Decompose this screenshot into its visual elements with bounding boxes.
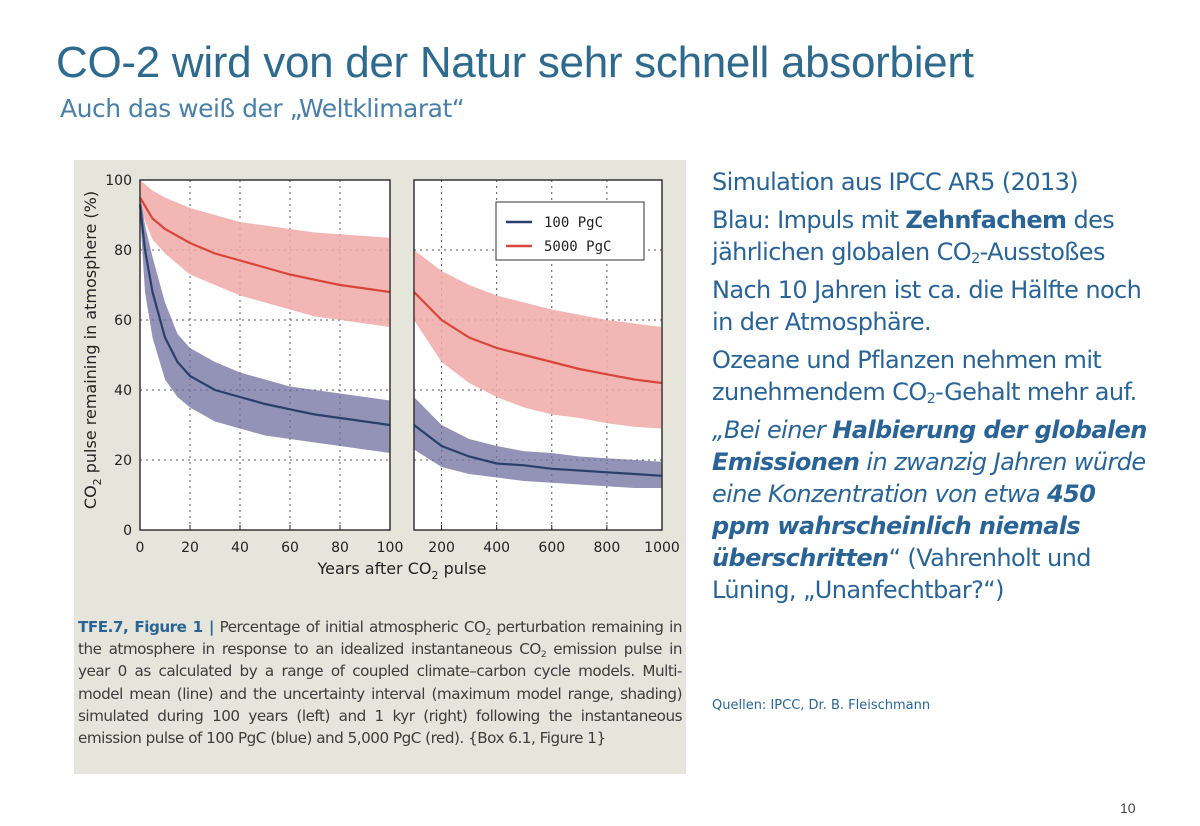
x-tick-label: 400 bbox=[483, 540, 510, 556]
slide-title: CO-2 wird von der Natur sehr schnell abs… bbox=[56, 38, 974, 87]
caption-text-c: emission pulse in year 0 as calculated b… bbox=[78, 640, 683, 748]
y-tick-label: 60 bbox=[114, 313, 132, 329]
quote-paragraph: „Bei einer Halbierung der globalen Emiss… bbox=[712, 414, 1152, 606]
slide-subtitle: Auch das weiß der „Weltklimarat“ bbox=[60, 94, 465, 123]
quote-bold-2: 450 ppm wahrscheinlich niemals überschri… bbox=[712, 480, 1096, 572]
text-p3: Nach 10 Jahren ist ca. die Hälfte noch i… bbox=[712, 276, 1142, 336]
band-5000pgc-left bbox=[140, 180, 390, 327]
caption-label: TFE.7, Figure 1 | bbox=[78, 618, 214, 636]
text-p2-sub: 2 bbox=[971, 251, 980, 267]
text-p2-c: des jährlichen globalen CO bbox=[712, 206, 1115, 266]
line-5000pgc-right bbox=[413, 291, 663, 385]
caption-text-b: perturbation remaining in the atmosphere… bbox=[78, 618, 683, 659]
x-tick-label: 80 bbox=[331, 540, 349, 556]
plot-frame-left bbox=[139, 179, 391, 531]
text-p4-a: Ozeane und Pflanzen nehmen mit zunehmend… bbox=[712, 346, 1102, 406]
y-tick-label: 20 bbox=[114, 453, 132, 469]
x-axis-title: Years after CO2 pulse bbox=[316, 559, 486, 582]
caption-sub-1: 2 bbox=[485, 628, 491, 638]
legend-label: 5000 PgC bbox=[544, 239, 611, 255]
text-p4-sub: 2 bbox=[926, 391, 936, 407]
text-column: Simulation aus IPCC AR5 (2013) Blau: Imp… bbox=[712, 166, 1152, 612]
legend-label: 100 PgC bbox=[544, 215, 603, 231]
line-100pgc-right bbox=[413, 424, 663, 477]
x-axis-title-b: pulse bbox=[438, 559, 486, 578]
x-tick-label: 60 bbox=[281, 540, 299, 556]
x-tick-label: 200 bbox=[428, 540, 455, 556]
text-p2: Blau: Impuls mit Zehnfachem des jährlich… bbox=[712, 204, 1152, 268]
panel-left: 0 20 40 60 80 100 0 20 40 60 80 100 bbox=[105, 173, 403, 556]
ipcc-figure: 0 20 40 60 80 100 0 20 40 60 80 100 200 400 600 800 100… bbox=[74, 160, 686, 774]
text-p4-b: -Gehalt mehr auf. bbox=[935, 378, 1137, 406]
x-tick-label: 100 bbox=[377, 540, 404, 556]
plot-frame-right bbox=[413, 179, 663, 531]
y-axis-title-sub: 2 bbox=[91, 478, 104, 485]
x-tick-label: 1000 bbox=[644, 540, 680, 556]
quote-bold-1: Halbierung der globalen Emissionen bbox=[712, 416, 1147, 476]
text-p2-a: Blau: Impuls mit bbox=[712, 206, 906, 234]
y-tick-label: 0 bbox=[123, 523, 132, 539]
legend-box bbox=[495, 201, 645, 261]
y-tick-label: 100 bbox=[105, 173, 132, 189]
legend: 100 PgC 5000 PgC bbox=[495, 201, 645, 261]
text-p2-d: -Ausstoßes bbox=[979, 238, 1106, 266]
x-tick-label: 20 bbox=[181, 540, 199, 556]
quote-a: „Bei einer bbox=[712, 416, 833, 444]
quote-c: in zwanzig Jahren würde eine Konzentrati… bbox=[712, 448, 1146, 508]
y-axis-title: CO2 pulse remaining in atmosphere (%) bbox=[81, 191, 104, 509]
caption-sub-2: 2 bbox=[540, 650, 547, 661]
band-100pgc-left bbox=[140, 194, 390, 453]
x-tick-label: 800 bbox=[594, 540, 621, 556]
quote-e: “ (Vahrenholt und Lüning, „Unanfechtbar?… bbox=[712, 544, 1091, 604]
y-tick-label: 80 bbox=[114, 243, 132, 259]
text-p2-bold: Zehnfachem bbox=[905, 206, 1067, 234]
y-axis-title-group: CO2 pulse remaining in atmosphere (%) bbox=[81, 191, 104, 509]
x-tick-label: 40 bbox=[231, 540, 249, 556]
y-tick-label: 40 bbox=[114, 383, 132, 399]
x-axis-title-sub: 2 bbox=[431, 569, 438, 582]
band-100pgc-right bbox=[414, 397, 662, 488]
line-100pgc-left bbox=[138, 204, 391, 427]
line-5000pgc-left bbox=[139, 196, 391, 294]
x-axis-title-a: Years after CO bbox=[316, 559, 431, 578]
text-p4: Ozeane und Pflanzen nehmen mit zunehmend… bbox=[712, 344, 1152, 408]
x-tick-label: 0 bbox=[136, 540, 145, 556]
y-axis-title-a: CO bbox=[81, 485, 100, 509]
y-axis-title-b: pulse remaining in atmosphere (%) bbox=[81, 191, 100, 478]
panel-right: 200 400 600 800 1000 100 PgC 5000 PgC bbox=[413, 179, 680, 556]
text-p1: Simulation aus IPCC AR5 (2013) bbox=[712, 168, 1079, 196]
figure-caption: TFE.7, Figure 1 | Percentage of initial … bbox=[78, 616, 683, 749]
x-tick-label: 600 bbox=[538, 540, 565, 556]
caption-text-a: Percentage of initial atmospheric CO bbox=[213, 618, 486, 636]
sources-note: Quellen: IPCC, Dr. B. Fleischmann bbox=[712, 698, 931, 713]
band-5000pgc-right bbox=[414, 250, 662, 429]
page-number: 10 bbox=[1120, 800, 1136, 816]
